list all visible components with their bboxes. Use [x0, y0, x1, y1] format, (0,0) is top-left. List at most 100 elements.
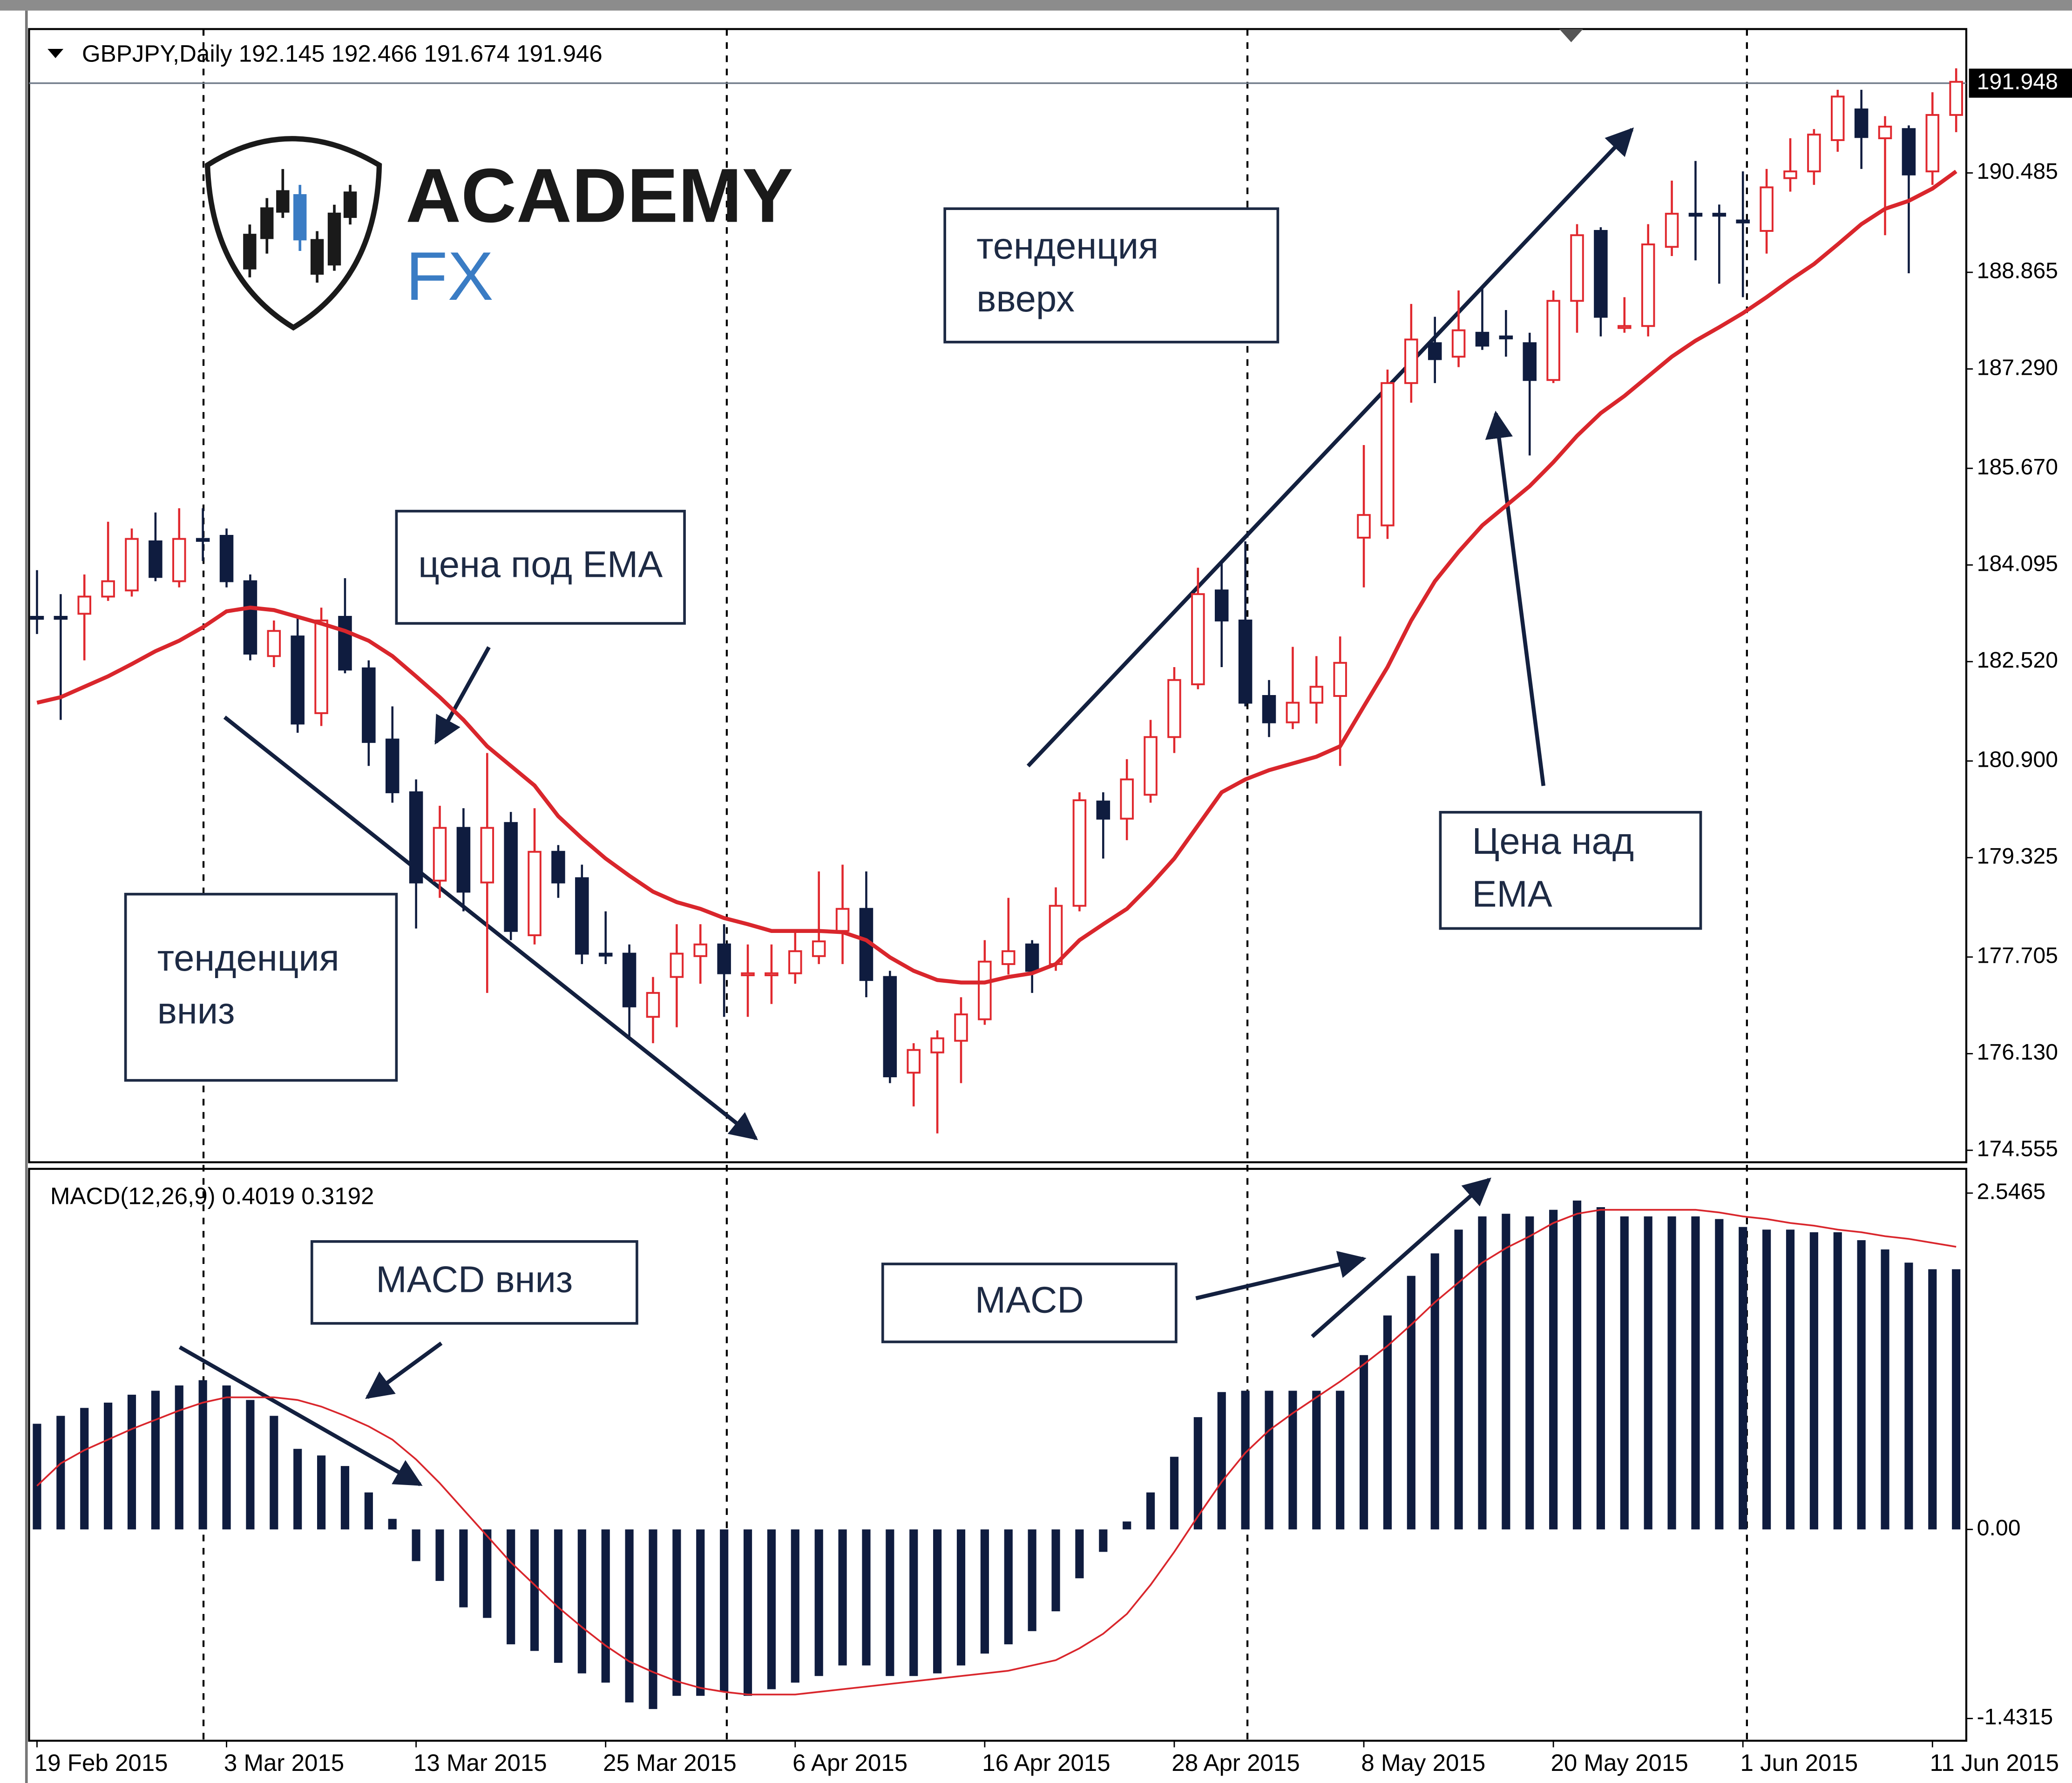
macd-bar	[388, 1519, 397, 1530]
candle-body	[883, 976, 897, 1078]
macd-bar	[151, 1391, 160, 1530]
candle-body	[1712, 213, 1727, 217]
x-tick-label: 20 May 2015	[1551, 1749, 1688, 1776]
candle-body	[1286, 702, 1300, 723]
candle-body	[765, 972, 779, 976]
macd-bar	[1454, 1229, 1463, 1530]
candle-body	[954, 1013, 968, 1042]
candle-body	[1120, 778, 1134, 820]
candle-body	[598, 952, 613, 957]
candle-body	[1144, 736, 1158, 796]
macd-bar	[933, 1529, 942, 1674]
arrow	[223, 716, 758, 1141]
annotation-text: Цена над	[1472, 820, 1634, 862]
candle-body	[717, 943, 731, 974]
histogram	[33, 1200, 1961, 1709]
candle-body	[1831, 95, 1845, 141]
macd-bar	[1075, 1529, 1084, 1579]
candle-body	[1072, 799, 1087, 907]
annotation-text: вниз	[157, 990, 235, 1031]
x-tick-label: 6 Apr 2015	[792, 1749, 907, 1776]
macd-bar	[1193, 1417, 1202, 1530]
macd-bar	[1715, 1219, 1724, 1530]
macd-bar	[1857, 1240, 1866, 1530]
annotation-text: MACD	[975, 1279, 1084, 1321]
candle-body	[1665, 213, 1679, 248]
annotation-box	[395, 510, 686, 625]
annotation-text: EMA	[1472, 873, 1552, 914]
candle-body	[1167, 679, 1181, 738]
candle-body	[243, 580, 257, 655]
candle-body	[1523, 342, 1537, 381]
macd-bar	[1123, 1521, 1131, 1530]
candle-body	[30, 615, 44, 620]
macd-bar	[1170, 1457, 1179, 1530]
macd-bar	[1881, 1249, 1889, 1530]
macd-bar	[1833, 1232, 1842, 1530]
candle-body	[978, 960, 992, 1020]
x-tick-label: 19 Feb 2015	[34, 1749, 168, 1776]
candle-body	[1049, 905, 1063, 965]
y-tick-label: 185.670	[1977, 454, 2058, 480]
candle-body	[267, 630, 281, 657]
y-tick-label: -1.4315	[1977, 1704, 2053, 1729]
candle-body	[788, 950, 802, 974]
logo-name: ACADEMY	[406, 153, 793, 238]
macd-bar	[1739, 1227, 1747, 1530]
annotation-text: цена под EMA	[418, 544, 663, 585]
ema-line	[36, 169, 1957, 985]
candle-body	[575, 877, 589, 955]
macd-bar	[1241, 1391, 1250, 1530]
y-tick-label: 180.900	[1977, 747, 2058, 772]
candle-body	[54, 615, 68, 620]
candle-body	[196, 538, 210, 542]
annotation-text: вверх	[976, 278, 1075, 319]
arrow	[1195, 1251, 1367, 1300]
logo-sub: FX	[406, 238, 494, 315]
candle-body	[1618, 325, 1632, 329]
candle-body	[1333, 662, 1347, 697]
candle-body	[1783, 170, 1797, 179]
macd-bar	[1525, 1216, 1534, 1530]
macd-bar	[625, 1529, 634, 1702]
macd-bar	[1383, 1315, 1392, 1530]
macd-bar	[1786, 1229, 1795, 1530]
logo-candles	[243, 169, 357, 283]
x-tick-label: 13 Mar 2015	[413, 1749, 547, 1776]
macd-bar	[1430, 1253, 1439, 1530]
macd-bar	[1288, 1391, 1297, 1530]
annotation-box	[124, 892, 398, 1082]
macd-header: MACD(12,26,9) 0.4019 0.3192	[50, 1183, 374, 1209]
candle-body	[1025, 943, 1039, 972]
macd-bar	[246, 1400, 255, 1530]
last-price-box	[1969, 68, 2072, 98]
macd-bar	[222, 1385, 231, 1530]
candle-body	[314, 619, 328, 714]
macd-bar	[530, 1529, 539, 1651]
macd-bar	[1928, 1269, 1937, 1530]
annotation-text: тенденция	[157, 937, 339, 979]
candle-body	[219, 535, 234, 582]
symbol-header: GBPJPY,Daily 192.145 192.466 191.674 191…	[82, 41, 603, 67]
macd-bar	[56, 1416, 65, 1530]
macd-bar	[1952, 1269, 1961, 1530]
candle-body	[812, 940, 826, 957]
candle-body	[125, 538, 139, 592]
candle-body	[693, 943, 708, 957]
candle-body	[1854, 108, 1869, 138]
macd-bar	[80, 1408, 89, 1530]
candle-body	[1309, 686, 1324, 704]
candle-body	[1736, 219, 1750, 223]
macd-bar	[435, 1529, 444, 1581]
macd-bar	[1028, 1529, 1036, 1631]
x-tick-label: 8 May 2015	[1361, 1749, 1485, 1776]
macd-bar	[483, 1529, 492, 1618]
macd-bar	[1691, 1216, 1700, 1530]
candle-body	[1262, 695, 1276, 723]
candle-body	[646, 992, 660, 1018]
candle-body	[1641, 243, 1655, 327]
macd-bar	[412, 1529, 420, 1561]
candle-body	[1902, 128, 1916, 176]
y-tick-label: 184.095	[1977, 551, 2058, 576]
arrows	[178, 127, 1634, 1486]
